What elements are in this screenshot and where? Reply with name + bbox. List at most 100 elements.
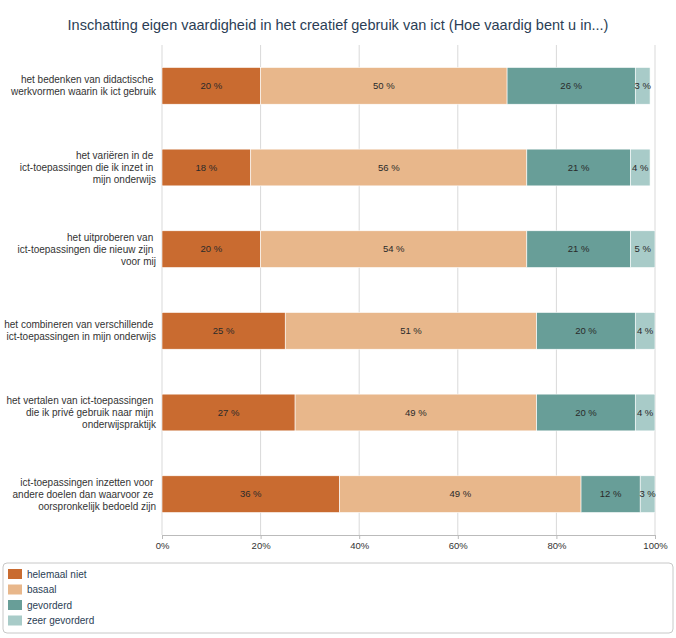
bar-segment [162,476,339,513]
data-label: 20 % [575,325,597,336]
legend-swatch [8,616,22,626]
bars [162,67,655,512]
category-label-line: onderwijspraktijk [82,419,157,430]
data-label: 36 % [240,488,262,499]
category-label-line: het bedenken van didactische [21,74,156,85]
category-label-line: het variëren in de [76,150,156,161]
tick: het combineren van verschillende ict-toe… [4,319,162,342]
data-label: 3 % [639,488,656,499]
data-label: 21 % [568,162,590,173]
bar-segment [162,394,295,431]
data-label: 20 % [200,243,222,254]
grid-line [655,45,656,535]
data-label: 56 % [378,162,400,173]
category-label-line: ict-toepassingen inzetten voor [20,477,156,488]
legend-swatch [8,569,22,579]
category-label: het uitproberen van ict-toepassingen die… [18,232,156,267]
bar-segment [635,394,655,431]
grid-line [260,45,261,535]
data-label: 4 % [632,162,649,173]
data-label: 50 % [373,80,395,91]
tick-mark [458,535,459,539]
bar-segment [507,67,635,104]
legend-swatch [8,585,22,595]
category-label-line: ict-toepassingen in mijn onderwijs [6,331,156,342]
data-label: 51 % [400,325,422,336]
category-label-line: het uitproberen van [67,232,156,243]
tick-label: 60% [449,540,469,551]
grid-line [359,45,360,535]
tick: het variëren in de ict-toepassingen die … [20,150,162,185]
title: Inschatting eigen vaardigheid in het cre… [68,17,609,33]
data-label: 20 % [200,80,222,91]
tick: ict-toepassingen inzetten voor andere do… [13,477,162,512]
x-axis: 0% 20% 40% 60% 80% 100% [156,535,669,551]
bar-segment [261,67,508,104]
category-label: het variëren in de ict-toepassingen die … [20,150,156,185]
bar-segment [635,312,655,349]
category-label-line: mijn onderwijs [93,174,156,185]
data-label: 49 % [449,488,471,499]
tick: 80% [547,535,567,551]
bar-segment [537,394,636,431]
tick: het uitproberen van ict-toepassingen die… [18,232,162,267]
tick: 100% [643,535,668,551]
category-label: het bedenken van didactische werkvormen … [10,74,157,97]
grid-line [457,45,458,535]
bar-segment [285,312,536,349]
tick-label: 100% [643,540,668,551]
legend-label: helemaal niet [27,569,87,580]
data-label: 49 % [405,407,427,418]
category-label-line: die ik privé gebruik naar mijn [26,407,156,418]
category-label-line: voor mij [121,256,156,267]
category-label-line: andere doelen dan waarvoor ze [13,489,156,500]
data-label: 21 % [568,243,590,254]
legend: helemaal niet basaal gevorderd zeer gevorde… [3,563,673,633]
tick-label: 0% [156,540,170,551]
category-label-line: ict-toepassingen die nieuw zijn [18,244,156,255]
grid-line [162,45,163,535]
legend-box [3,563,673,633]
tick: 20% [252,535,272,551]
data-label: 27 % [218,407,240,418]
bar-segment [527,231,631,268]
legend-label: zeer gevorderd [27,615,94,626]
bar-segment [261,231,527,268]
legend-label: gevorderd [27,600,72,611]
category-label-line: het combineren van verschillende [4,319,156,330]
category-label-line: ict-toepassingen die ik inzet in [20,162,156,173]
category-label-line: oorspronkelijk bedoeld zijn [38,501,156,512]
data-label: 4 % [637,325,654,336]
data-label: 4 % [637,407,654,418]
bar-segment [162,67,261,104]
tick-label: 80% [547,540,567,551]
data-label: 20 % [575,407,597,418]
bar-segment [630,231,655,268]
tick: het vertalen van ict-toepassingen die ik… [6,395,162,430]
tick-label: 40% [350,540,370,551]
chart: Inschatting eigen vaardigheid in het cre… [0,0,676,638]
category-label: ict-toepassingen inzetten voor andere do… [13,477,156,512]
data-labels: 20 % 18 % 20 % 25 % 27 % 36 % 50 % 56 % 54 % 51 %… [196,80,657,499]
grid [162,45,655,535]
axis-line [163,536,656,540]
data-label: 54 % [383,243,405,254]
bar-segment [339,476,581,513]
category-label: het vertalen van ict-toepassingen die ik… [6,395,157,430]
tick-mark [556,535,557,539]
bar-segment [581,476,640,513]
data-label: 18 % [196,162,218,173]
category-label-line: werkvormen waarin ik ict gebruik [10,86,157,97]
data-label: 3 % [634,80,651,91]
legend-swatch [8,600,22,610]
grid-line [556,45,557,535]
tick: 60% [449,535,469,551]
tick: 40% [350,535,370,551]
legend-label: basaal [27,584,56,595]
tick: 0% [156,535,170,551]
category-label-line: het vertalen van ict-toepassingen [6,395,156,406]
data-label: 25 % [213,325,235,336]
data-label: 26 % [560,80,582,91]
bar-segment [527,149,631,186]
bar-segment [630,149,650,186]
